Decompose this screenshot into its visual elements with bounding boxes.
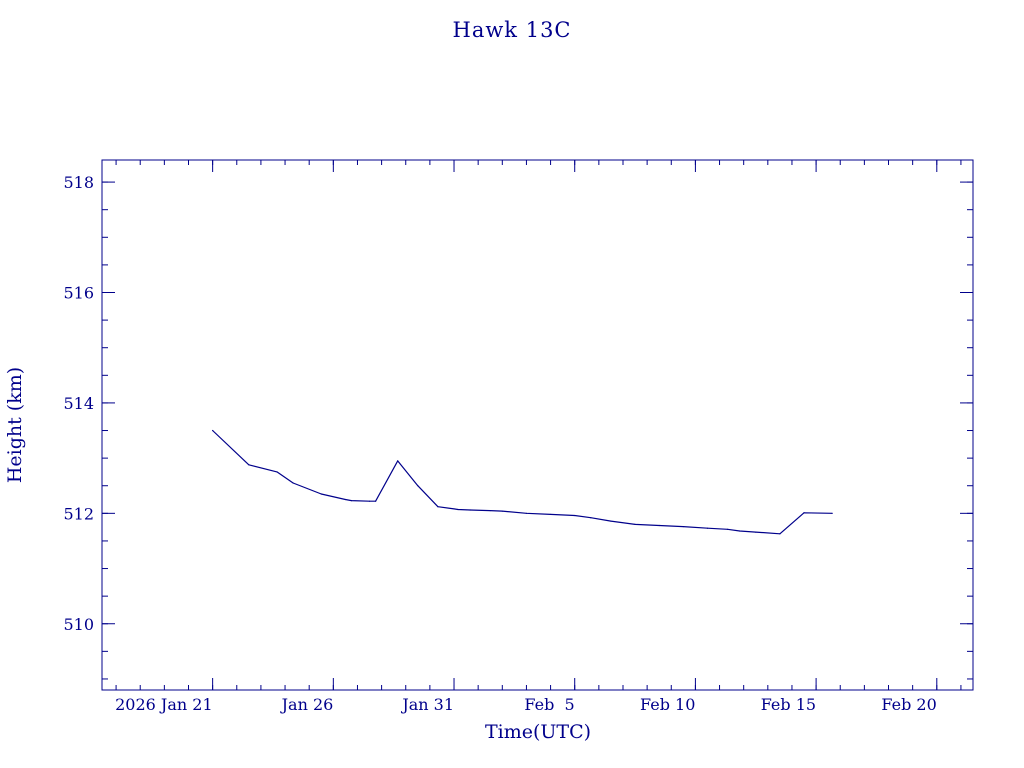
- data-point: [437, 506, 439, 508]
- data-point: [739, 530, 741, 532]
- data-point: [803, 512, 805, 514]
- x-tick-label: Feb 5: [524, 695, 574, 714]
- data-point: [248, 464, 250, 466]
- x-tick-label: Jan 26: [280, 695, 334, 714]
- data-point: [682, 525, 684, 528]
- data-point: [276, 471, 278, 473]
- data-point: [610, 520, 612, 522]
- data-point: [525, 512, 528, 514]
- data-point: [292, 482, 294, 484]
- data-point: [417, 485, 419, 487]
- data-point: [397, 460, 399, 462]
- data-point: [549, 513, 552, 516]
- chart-title: Hawk 13C: [453, 18, 572, 42]
- data-point: [453, 508, 455, 510]
- data-point: [831, 512, 833, 514]
- axis-ticks: [102, 160, 973, 690]
- data-point: [779, 533, 781, 535]
- data-point: [501, 510, 503, 512]
- series-layer: [212, 429, 833, 535]
- data-point: [368, 500, 371, 502]
- data-point: [658, 524, 660, 527]
- data-point: [634, 523, 636, 525]
- plot-frame: [101, 159, 974, 691]
- y-tick-label: 512: [63, 504, 94, 523]
- data-point: [320, 493, 322, 495]
- data-point: [706, 527, 709, 529]
- data-point: [726, 528, 729, 530]
- data-point: [469, 509, 471, 511]
- y-tick-label: 516: [63, 284, 94, 303]
- height-series-line: [212, 430, 833, 535]
- data-point: [212, 429, 214, 432]
- data-point: [574, 514, 576, 517]
- x-tick-label: 2026 Jan 21: [115, 695, 213, 714]
- data-point: [350, 500, 353, 502]
- data-point: [374, 500, 377, 502]
- y-tick-label: 518: [63, 173, 94, 192]
- x-tick-label: Feb 15: [761, 695, 816, 714]
- data-point: [489, 509, 491, 512]
- y-axis-title: Height (km): [4, 367, 26, 483]
- data-point: [457, 508, 459, 511]
- y-tick-label: 514: [63, 394, 94, 413]
- data-point: [590, 517, 592, 519]
- x-tick-label: Jan 31: [400, 695, 454, 714]
- x-axis-title: Time(UTC): [485, 721, 591, 743]
- x-tick-label: Feb 20: [881, 695, 936, 714]
- tick-labels: 2026 Jan 21 Jan 26 Jan 31 Feb 5 Feb 10 Feb 15…: [63, 173, 936, 714]
- data-point: [755, 531, 757, 533]
- y-tick-label: 510: [63, 615, 94, 634]
- x-tick-label: Feb 10: [640, 695, 695, 714]
- data-point: [344, 498, 346, 501]
